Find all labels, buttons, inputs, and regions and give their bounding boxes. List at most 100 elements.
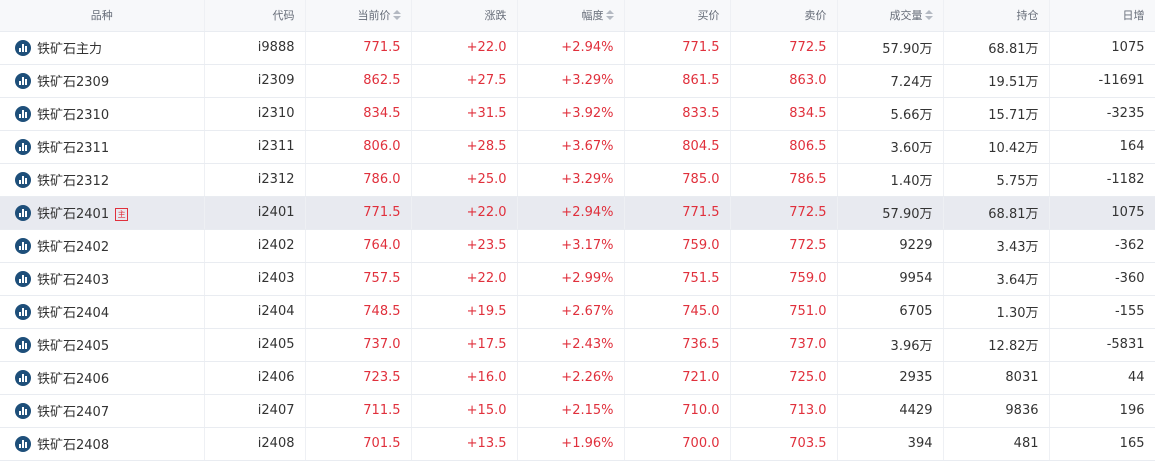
daily-change: 1075 <box>1049 31 1155 65</box>
daily-change: -1182 <box>1049 163 1155 197</box>
table-row[interactable]: 铁矿石主力 i9888 771.5 +22.0 +2.94% 771.5 772.5 57.9… <box>0 31 1155 65</box>
table-row[interactable]: 铁矿石2401 主 i2401 771.5 +22.0 +2.94% 771.5 772.5 5… <box>0 196 1155 230</box>
change-pct: +1.96% <box>517 427 625 461</box>
bid-price: 861.5 <box>624 64 731 98</box>
table-row[interactable]: 铁矿石2309 i2309 862.5 +27.5 +3.29% 861.5 863.0 7.… <box>0 64 1155 98</box>
volume: 57.90万 <box>837 31 944 65</box>
table-row[interactable]: 铁矿石2407 i2407 711.5 +15.0 +2.15% 710.0 713.0 44… <box>0 394 1155 428</box>
contract-name-label: 铁矿石2404 <box>37 306 110 321</box>
bar-chart-icon[interactable] <box>15 139 31 155</box>
daily-change: -360 <box>1049 262 1155 296</box>
change-pct: +2.67% <box>517 295 625 329</box>
contract-name-label: 铁矿石2311 <box>37 141 110 156</box>
contract-name[interactable]: 铁矿石2401 主 <box>0 196 205 230</box>
bar-chart-icon[interactable] <box>15 304 31 320</box>
contract-code: i2408 <box>204 427 306 461</box>
open-interest: 481 <box>943 427 1050 461</box>
daily-change: -3235 <box>1049 97 1155 131</box>
change-pct: +3.17% <box>517 229 625 263</box>
contract-name[interactable]: 铁矿石2309 <box>0 64 205 98</box>
volume: 2935 <box>837 361 944 395</box>
price-change: +22.0 <box>411 262 518 296</box>
contract-name-label: 铁矿石2401 <box>37 207 110 222</box>
bar-chart-icon[interactable] <box>15 73 31 89</box>
contract-code: i2401 <box>204 196 306 230</box>
last-price: 764.0 <box>305 229 412 263</box>
contract-name[interactable]: 铁矿石2310 <box>0 97 205 131</box>
bid-price: 771.5 <box>624 31 731 65</box>
table-row[interactable]: 铁矿石2405 i2405 737.0 +17.5 +2.43% 736.5 737.0 3.… <box>0 328 1155 362</box>
contract-code: i2311 <box>204 130 306 164</box>
table-row[interactable]: 铁矿石2403 i2403 757.5 +22.0 +2.99% 751.5 759.0 99… <box>0 262 1155 296</box>
bar-chart-icon[interactable] <box>15 271 31 287</box>
table-row[interactable]: 铁矿石2406 i2406 723.5 +16.0 +2.26% 721.0 725.0 29… <box>0 361 1155 395</box>
last-price: 711.5 <box>305 394 412 428</box>
table-body: 铁矿石主力 i9888 771.5 +22.0 +2.94% 771.5 772.5 57.9… <box>0 31 1155 461</box>
header-ask: 卖价 <box>730 0 838 32</box>
bar-chart-icon[interactable] <box>15 436 31 452</box>
contract-name[interactable]: 铁矿石主力 <box>0 31 205 65</box>
header-last-price[interactable]: 当前价 <box>305 0 412 32</box>
header-change-pct[interactable]: 幅度 <box>517 0 625 32</box>
daily-change: 1075 <box>1049 196 1155 230</box>
sort-icon[interactable] <box>392 10 401 21</box>
bar-chart-icon[interactable] <box>15 172 31 188</box>
header-volume[interactable]: 成交量 <box>837 0 944 32</box>
bar-chart-icon[interactable] <box>15 238 31 254</box>
bar-chart-icon[interactable] <box>15 106 31 122</box>
contract-name[interactable]: 铁矿石2404 <box>0 295 205 329</box>
volume: 7.24万 <box>837 64 944 98</box>
ask-price: 703.5 <box>730 427 838 461</box>
price-change: +23.5 <box>411 229 518 263</box>
contract-name[interactable]: 铁矿石2402 <box>0 229 205 263</box>
header-daily-change: 日增 <box>1049 0 1155 32</box>
price-change: +25.0 <box>411 163 518 197</box>
change-pct: +2.43% <box>517 328 625 362</box>
contract-name[interactable]: 铁矿石2312 <box>0 163 205 197</box>
volume: 3.96万 <box>837 328 944 362</box>
contract-name[interactable]: 铁矿石2407 <box>0 394 205 428</box>
price-change: +31.5 <box>411 97 518 131</box>
daily-change: 196 <box>1049 394 1155 428</box>
bar-chart-icon[interactable] <box>15 337 31 353</box>
contract-name[interactable]: 铁矿石2403 <box>0 262 205 296</box>
open-interest: 68.81万 <box>943 196 1050 230</box>
bar-chart-icon[interactable] <box>15 40 31 56</box>
bar-chart-icon[interactable] <box>15 370 31 386</box>
contract-name-label: 铁矿石2402 <box>37 240 110 255</box>
last-price: 771.5 <box>305 196 412 230</box>
sort-icon[interactable] <box>924 10 933 21</box>
contract-name-label: 铁矿石2405 <box>37 339 110 354</box>
table-row[interactable]: 铁矿石2404 i2404 748.5 +19.5 +2.67% 745.0 751.0 67… <box>0 295 1155 329</box>
contract-name[interactable]: 铁矿石2406 <box>0 361 205 395</box>
volume: 394 <box>837 427 944 461</box>
table-row[interactable]: 铁矿石2310 i2310 834.5 +31.5 +3.92% 833.5 834.5 5.… <box>0 97 1155 131</box>
price-change: +15.0 <box>411 394 518 428</box>
contract-name[interactable]: 铁矿石2405 <box>0 328 205 362</box>
bar-chart-icon[interactable] <box>15 403 31 419</box>
contract-code: i2407 <box>204 394 306 428</box>
ask-price: 772.5 <box>730 31 838 65</box>
table-row[interactable]: 铁矿石2312 i2312 786.0 +25.0 +3.29% 785.0 786.5 1.… <box>0 163 1155 197</box>
ask-price: 725.0 <box>730 361 838 395</box>
contract-name[interactable]: 铁矿石2408 <box>0 427 205 461</box>
price-change: +16.0 <box>411 361 518 395</box>
daily-change: 44 <box>1049 361 1155 395</box>
bid-price: 833.5 <box>624 97 731 131</box>
bid-price: 751.5 <box>624 262 731 296</box>
change-pct: +3.29% <box>517 163 625 197</box>
table-row[interactable]: 铁矿石2402 i2402 764.0 +23.5 +3.17% 759.0 772.5 92… <box>0 229 1155 263</box>
main-contract-badge: 主 <box>115 208 129 221</box>
open-interest: 8031 <box>943 361 1050 395</box>
table-row[interactable]: 铁矿石2311 i2311 806.0 +28.5 +3.67% 804.5 806.5 3.… <box>0 130 1155 164</box>
bar-chart-icon[interactable] <box>15 205 31 221</box>
table-row[interactable]: 铁矿石2408 i2408 701.5 +13.5 +1.96% 700.0 703.5 39… <box>0 427 1155 461</box>
sort-icon[interactable] <box>605 10 614 21</box>
ask-price: 806.5 <box>730 130 838 164</box>
volume: 5.66万 <box>837 97 944 131</box>
change-pct: +3.29% <box>517 64 625 98</box>
last-price: 771.5 <box>305 31 412 65</box>
volume: 3.60万 <box>837 130 944 164</box>
contract-name[interactable]: 铁矿石2311 <box>0 130 205 164</box>
price-change: +22.0 <box>411 31 518 65</box>
